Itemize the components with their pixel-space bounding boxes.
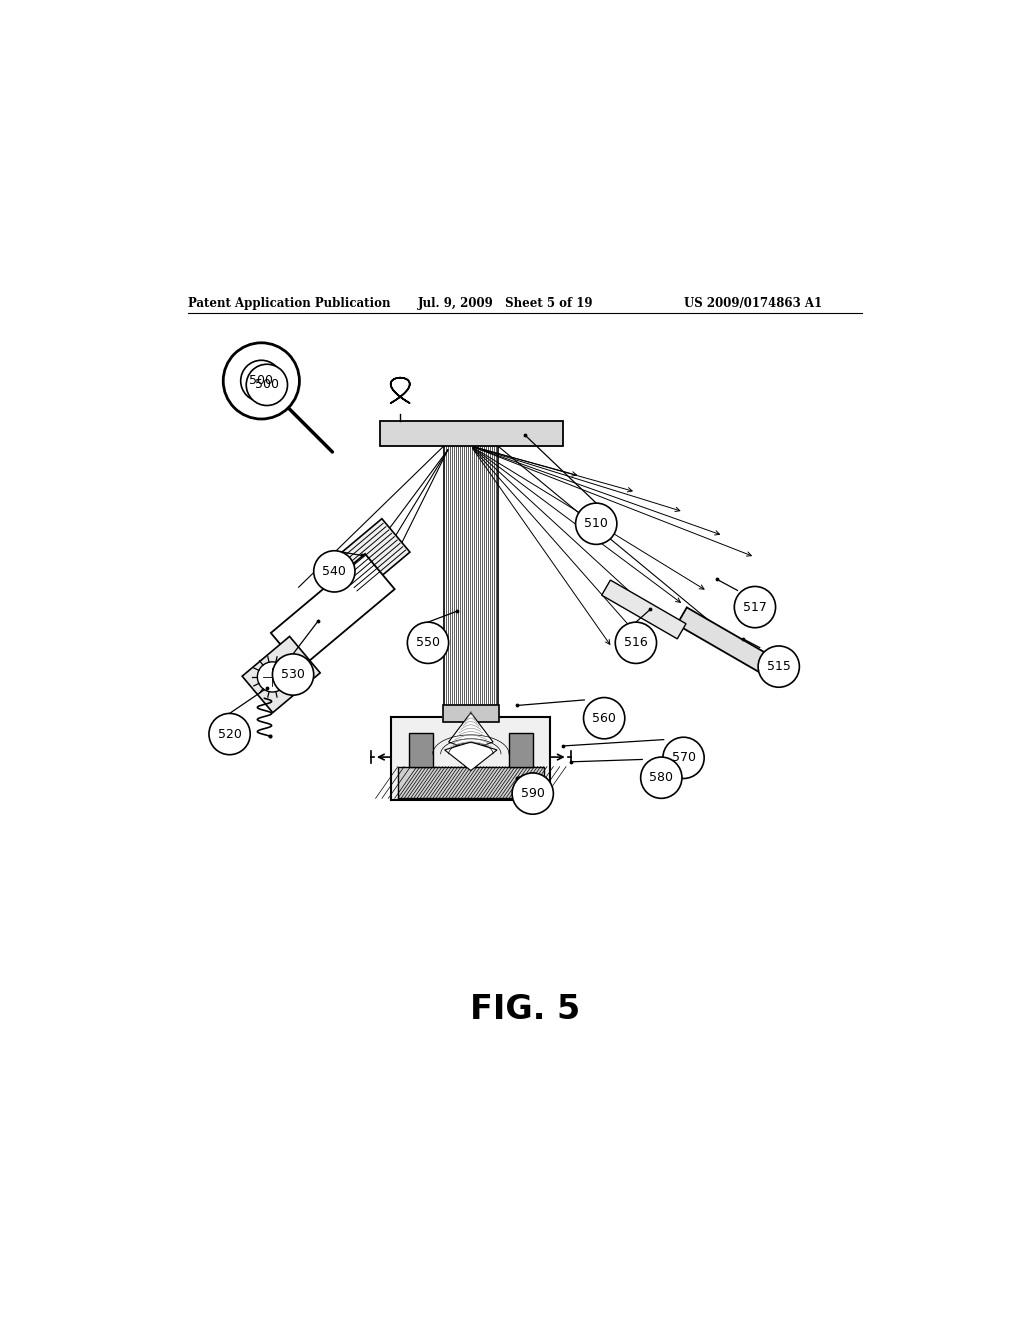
Circle shape — [257, 661, 288, 692]
Text: 520: 520 — [218, 727, 242, 741]
Text: 530: 530 — [282, 668, 305, 681]
Circle shape — [734, 586, 775, 628]
Text: 560: 560 — [592, 711, 616, 725]
Polygon shape — [330, 519, 410, 595]
Text: Jul. 9, 2009   Sheet 5 of 19: Jul. 9, 2009 Sheet 5 of 19 — [418, 297, 593, 310]
Text: 517: 517 — [743, 601, 767, 614]
Circle shape — [663, 738, 705, 779]
Circle shape — [584, 697, 625, 739]
Circle shape — [246, 364, 288, 405]
Bar — [443, 705, 499, 722]
Text: 500: 500 — [249, 375, 273, 387]
Text: 550: 550 — [416, 636, 440, 649]
Bar — [380, 421, 563, 446]
Bar — [509, 734, 532, 767]
Polygon shape — [444, 742, 497, 771]
Text: 516: 516 — [624, 636, 648, 649]
Text: 515: 515 — [767, 660, 791, 673]
Text: 500: 500 — [255, 379, 279, 391]
Bar — [409, 734, 433, 767]
Polygon shape — [449, 713, 494, 750]
Polygon shape — [602, 579, 686, 639]
Text: 570: 570 — [672, 751, 695, 764]
Polygon shape — [677, 607, 794, 686]
Text: 540: 540 — [323, 565, 346, 578]
Circle shape — [272, 653, 313, 696]
Bar — [391, 717, 550, 800]
Circle shape — [241, 360, 282, 401]
Circle shape — [575, 503, 616, 544]
Circle shape — [408, 622, 449, 664]
Circle shape — [313, 550, 355, 591]
Text: 580: 580 — [649, 771, 674, 784]
Text: US 2009/0174863 A1: US 2009/0174863 A1 — [684, 297, 821, 310]
Text: 510: 510 — [585, 517, 608, 531]
Polygon shape — [242, 636, 321, 713]
Text: Patent Application Publication: Patent Application Publication — [187, 297, 390, 310]
Text: 590: 590 — [521, 787, 545, 800]
Circle shape — [209, 713, 250, 755]
Text: FIG. 5: FIG. 5 — [470, 993, 580, 1026]
Circle shape — [512, 774, 553, 814]
Bar — [397, 767, 544, 799]
Circle shape — [758, 645, 800, 688]
Polygon shape — [270, 554, 394, 668]
Circle shape — [641, 758, 682, 799]
Circle shape — [615, 622, 656, 664]
